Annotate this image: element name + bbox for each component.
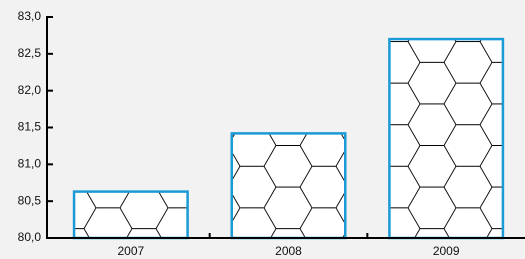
bar (389, 39, 503, 238)
y-tick-label: 80,0 (18, 230, 42, 244)
x-tick-label: 2008 (275, 244, 302, 258)
y-tick-label: 81,5 (18, 120, 42, 134)
page: 80,0 80,5 81,0 81,5 82,0 82,5 83,0 2007 2008 2009… (0, 0, 525, 259)
y-tick-label: 81,0 (18, 157, 42, 171)
y-tick-label: 80,5 (18, 193, 42, 207)
y-tick-label: 82,5 (18, 46, 42, 60)
x-tick-label: 2009 (433, 244, 460, 258)
bar (74, 192, 188, 238)
y-tick-label: 82,0 (18, 83, 42, 97)
x-tick-label: 2007 (117, 244, 144, 258)
chart: 80,0 80,5 81,0 81,5 82,0 82,5 83,0 2007 2008 2009 (0, 0, 525, 259)
bar (232, 133, 346, 238)
y-tick-label: 83,0 (18, 9, 42, 23)
